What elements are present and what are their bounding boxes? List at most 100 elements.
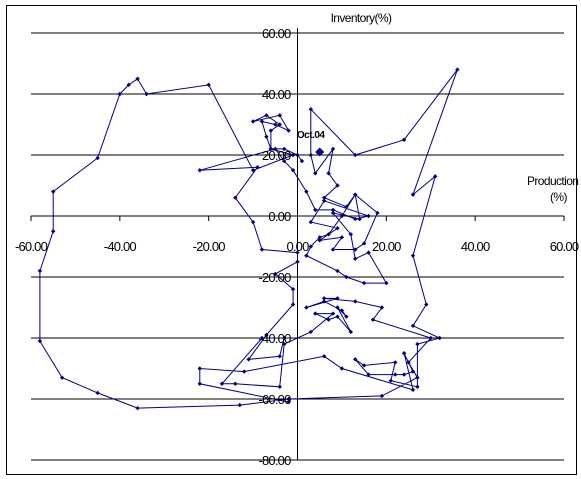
data-point <box>281 158 287 164</box>
y-tick-label: -40.00 <box>258 331 291 346</box>
data-point <box>281 341 287 347</box>
x-tick-label: 0.00 <box>286 239 309 254</box>
data-point <box>330 207 336 213</box>
data-point <box>339 213 345 219</box>
data-point <box>308 329 314 335</box>
data-point <box>326 232 331 237</box>
data-point <box>432 174 438 179</box>
data-point <box>197 381 202 386</box>
data-point <box>335 183 340 188</box>
annotation-label: Oct.04 <box>297 130 326 141</box>
data-point <box>268 146 274 152</box>
data-point <box>219 381 225 386</box>
x-tick-label: -40.00 <box>104 239 137 254</box>
data-point <box>233 381 238 386</box>
data-point <box>144 91 149 97</box>
data-point <box>126 82 131 88</box>
y-tick-label: 20.00 <box>262 148 291 163</box>
data-point <box>401 351 407 356</box>
data-point <box>361 241 367 246</box>
data-point <box>255 165 260 170</box>
data-point <box>344 314 349 319</box>
data-point <box>246 357 251 362</box>
series-layer <box>37 67 460 411</box>
data-point <box>277 113 282 118</box>
data-point <box>379 393 385 399</box>
data-point <box>321 195 327 200</box>
data-point <box>135 405 140 411</box>
data-point <box>206 82 211 88</box>
data-point <box>308 219 314 225</box>
data-point <box>264 134 269 139</box>
data-point <box>250 168 256 173</box>
data-point <box>250 119 256 124</box>
x-tick-label: 20.00 <box>372 239 401 254</box>
data-point <box>344 274 349 280</box>
data-point <box>295 259 300 264</box>
data-point <box>304 253 309 258</box>
data-point <box>51 189 56 194</box>
data-point <box>313 207 318 213</box>
data-point <box>277 122 282 127</box>
data-point <box>321 299 327 304</box>
data-point <box>308 244 314 249</box>
data-point <box>286 396 291 402</box>
data-point <box>197 168 202 173</box>
y-tick-label: -60.00 <box>258 392 291 407</box>
data-point <box>348 329 353 335</box>
data-point <box>375 210 380 216</box>
data-point <box>335 226 340 231</box>
data-point <box>268 128 274 133</box>
data-point <box>135 76 140 81</box>
y-tick-label: 60.00 <box>262 26 291 41</box>
data-point <box>361 363 367 368</box>
data-point <box>264 332 269 338</box>
data-point <box>273 122 278 127</box>
data-point <box>406 360 411 365</box>
data-point <box>379 305 385 310</box>
data-point <box>290 287 296 292</box>
data-point <box>437 335 442 341</box>
data-point <box>37 268 43 274</box>
data-point <box>455 67 460 72</box>
axes <box>30 28 565 461</box>
data-point <box>353 216 358 222</box>
data-point <box>233 195 238 200</box>
data-point <box>313 311 318 316</box>
data-point <box>295 152 300 158</box>
data-point <box>197 366 202 371</box>
data-point <box>335 296 340 301</box>
data-point <box>357 216 362 222</box>
data-point <box>353 192 358 197</box>
data-point <box>330 247 336 252</box>
data-point <box>95 390 100 396</box>
data-point <box>361 280 367 286</box>
data-point <box>313 171 318 176</box>
y-tick-label: 40.00 <box>262 87 291 102</box>
data-point <box>428 335 433 341</box>
data-point <box>339 308 345 313</box>
tick-labels: -60.00 -40.00 -20.00 0.00 20.00 40.00 60.00 -80… <box>15 26 580 468</box>
data-point <box>321 198 327 203</box>
data-point <box>353 357 358 362</box>
data-point <box>370 317 376 322</box>
x-tick-label: 60.00 <box>550 239 579 254</box>
data-point <box>353 247 358 252</box>
data-point <box>259 119 265 124</box>
data-point <box>353 256 358 261</box>
data-point <box>393 372 398 377</box>
data-point <box>304 189 309 194</box>
data-point <box>242 369 247 374</box>
data-point <box>259 247 265 252</box>
data-point <box>259 335 265 341</box>
y-axis-title: Inventory(%) <box>331 11 392 25</box>
data-point <box>335 268 340 274</box>
data-point <box>330 311 336 316</box>
data-point <box>290 302 296 307</box>
data-point <box>424 302 429 307</box>
data-point <box>410 323 416 328</box>
y-tick-label: 0.00 <box>268 209 291 224</box>
data-point <box>353 152 358 158</box>
data-point <box>281 146 287 152</box>
